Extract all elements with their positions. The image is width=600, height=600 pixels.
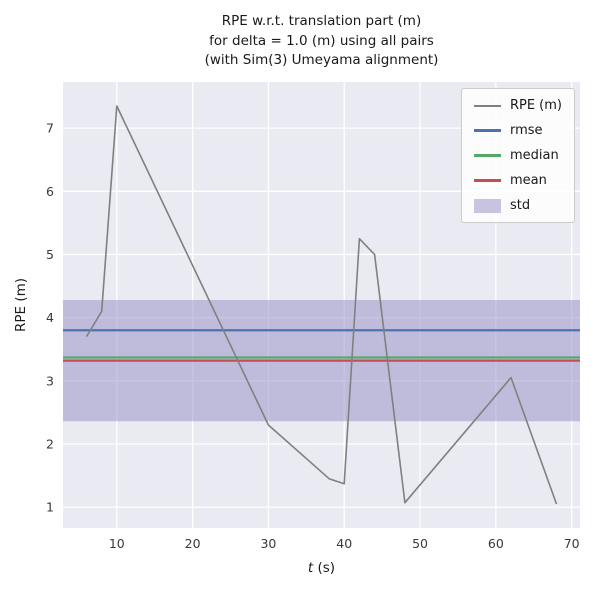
- legend-item-std: std: [473, 198, 562, 213]
- x-tick-label: 50: [412, 536, 428, 551]
- legend-item-rpe-m: RPE (m): [473, 98, 562, 113]
- x-tick-label: 10: [109, 536, 125, 551]
- legend-label: rmse: [509, 123, 543, 138]
- x-tick-label: 20: [185, 536, 201, 551]
- legend-item-mean: mean: [473, 173, 562, 188]
- y-tick-label: 3: [46, 373, 54, 388]
- y-tick-label: 5: [46, 247, 54, 262]
- x-axis-label-unit: (s): [313, 560, 336, 576]
- x-tick-label: 70: [564, 536, 580, 551]
- x-axis-label: t (s): [63, 560, 580, 576]
- legend-label: median: [509, 148, 559, 163]
- y-tick-label: 4: [46, 310, 54, 325]
- rpe-line: [85, 105, 558, 505]
- x-axis-label-variable: t: [307, 560, 314, 576]
- legend-line-swatch: [473, 154, 501, 157]
- legend-item-rmse: rmse: [473, 123, 562, 138]
- x-tick-label: 40: [336, 536, 352, 551]
- chart-title-line-1: RPE w.r.t. translation part (m): [221, 13, 422, 29]
- legend-label: RPE (m): [509, 98, 562, 113]
- legend-label: std: [509, 198, 531, 213]
- chart-title: RPE w.r.t. translation part (m) for delt…: [63, 12, 580, 71]
- legend-label: mean: [509, 173, 547, 188]
- y-tick-label: 1: [46, 500, 54, 515]
- legend: RPE (m) rmse median mean std: [460, 88, 575, 223]
- chart-title-line-3: (with Sim(3) Umeyama alignment): [204, 52, 439, 68]
- legend-line-swatch: [473, 179, 501, 182]
- x-tick-label: 30: [260, 536, 276, 551]
- y-tick-label: 2: [46, 436, 54, 451]
- y-tick-label: 6: [46, 184, 54, 199]
- legend-line-swatch: [473, 129, 501, 132]
- legend-patch-swatch: [473, 198, 501, 213]
- y-tick-label: 7: [46, 121, 54, 136]
- y-axis-label: RPE (m): [13, 277, 29, 333]
- legend-item-median: median: [473, 148, 562, 163]
- x-tick-label: 60: [488, 536, 504, 551]
- chart-title-line-2: for delta = 1.0 (m) using all pairs: [209, 32, 434, 49]
- legend-line-swatch: [473, 104, 501, 107]
